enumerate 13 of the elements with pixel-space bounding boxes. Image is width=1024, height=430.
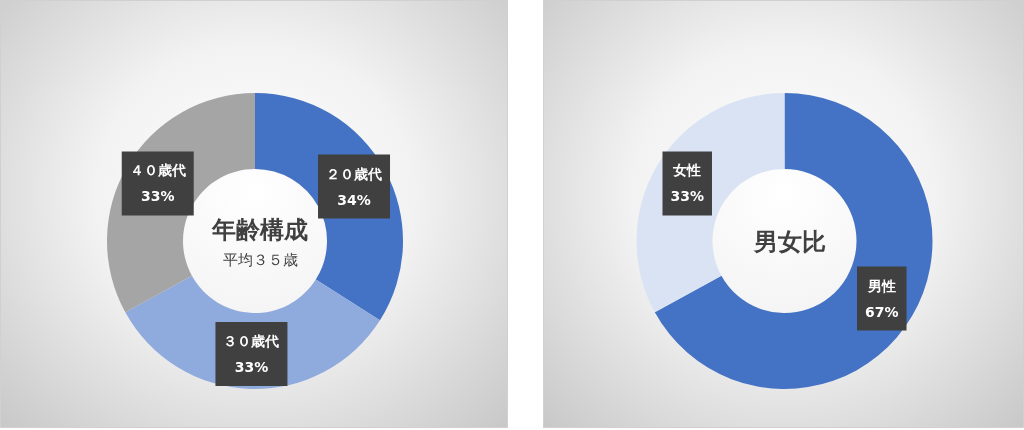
slice-label: ２０歳代 [326, 165, 383, 182]
text: 年齢構成 [211, 216, 308, 244]
data-label: 33% [234, 358, 269, 375]
data-label: 33% [140, 188, 175, 205]
data-label: 67% [865, 303, 899, 320]
data-label: 34% [337, 191, 371, 208]
slice-label: ３０歳代 [223, 332, 280, 349]
slice-label: ４０歳代 [129, 162, 186, 179]
slice-label: 女性 [672, 162, 702, 179]
text: 男女比 [752, 228, 826, 256]
slice-label: 男性 [866, 277, 896, 294]
data-label: 33% [670, 188, 704, 205]
text: 平均３５歳 [222, 250, 298, 269]
